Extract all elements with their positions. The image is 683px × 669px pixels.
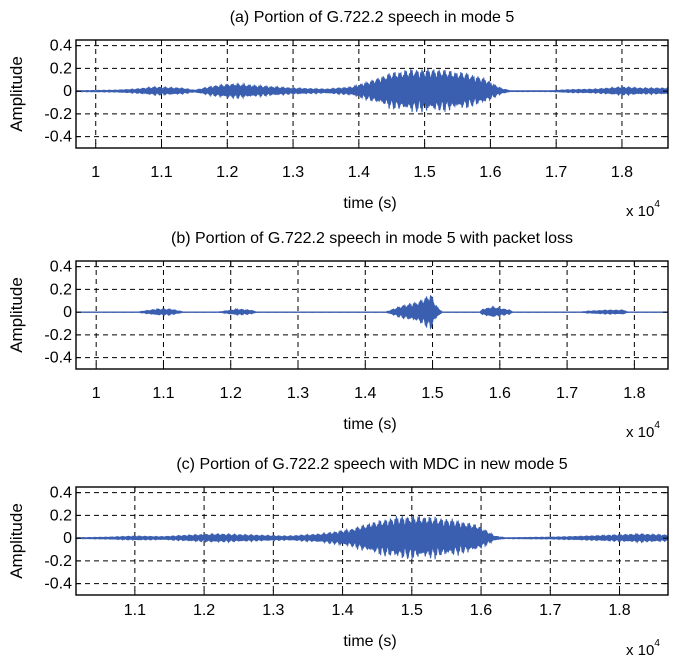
plot-frame xyxy=(75,39,669,149)
x-tick-label: 1.8 xyxy=(611,164,633,181)
x-axis-label: time (s) xyxy=(343,416,396,433)
x-tick-label: 1.1 xyxy=(150,164,172,181)
x-axis-multiplier: x 104 xyxy=(626,420,660,441)
y-tick-label: 0 xyxy=(63,83,72,100)
y-tick-label: 0.4 xyxy=(50,38,72,55)
y-tick-label: 0.4 xyxy=(50,485,72,502)
x-axis-label: time (s) xyxy=(343,633,396,650)
y-tick-label: -0.2 xyxy=(44,327,72,344)
x-tick-label: 1.2 xyxy=(220,385,242,402)
y-tick-label: -0.4 xyxy=(44,350,72,367)
x-tick-label: 1.3 xyxy=(262,602,284,619)
x-tick-label: 1.6 xyxy=(479,164,501,181)
plot-frame xyxy=(75,486,669,596)
x-tick-label: 1.4 xyxy=(354,385,376,402)
y-tick-label: 0.4 xyxy=(50,259,72,276)
chart-title: (b) Portion of G.722.2 speech in mode 5 … xyxy=(171,230,573,247)
chart-title: (a) Portion of G.722.2 speech in mode 5 xyxy=(230,9,515,26)
x-tick-label: 1.5 xyxy=(421,385,443,402)
y-tick-label: -0.4 xyxy=(44,576,72,593)
signal-waveform xyxy=(75,68,669,113)
x-axis-multiplier: x 104 xyxy=(626,638,660,659)
x-tick-label: 1.3 xyxy=(282,164,304,181)
signal-waveform xyxy=(75,515,669,560)
x-tick-label: 1.4 xyxy=(331,602,353,619)
x-tick-label: 1.3 xyxy=(287,385,309,402)
x-tick-label: 1.8 xyxy=(608,602,630,619)
y-axis-label: Amplitude xyxy=(7,277,26,353)
x-tick-label: 1.7 xyxy=(539,602,561,619)
panel-3: (c) Portion of G.722.2 speech with MDC i… xyxy=(7,456,669,659)
x-tick-label: 1.2 xyxy=(193,602,215,619)
y-tick-label: 0.2 xyxy=(50,507,72,524)
y-tick-label: 0 xyxy=(63,530,72,547)
x-axis-multiplier: x 104 xyxy=(626,199,660,220)
x-tick-label: 1.5 xyxy=(401,602,423,619)
panel-2: (b) Portion of G.722.2 speech in mode 5 … xyxy=(7,230,669,441)
x-tick-label: 1.5 xyxy=(413,164,435,181)
y-tick-label: -0.2 xyxy=(44,553,72,570)
y-axis-label: Amplitude xyxy=(7,56,26,132)
x-tick-label: 1 xyxy=(91,164,100,181)
x-tick-label: 1.1 xyxy=(124,602,146,619)
signal-waveform xyxy=(76,294,668,330)
x-tick-label: 1.4 xyxy=(348,164,370,181)
x-tick-label: 1.1 xyxy=(152,385,174,402)
x-tick-label: 1.7 xyxy=(545,164,567,181)
y-axis-label: Amplitude xyxy=(7,503,26,579)
panel-1: (a) Portion of G.722.2 speech in mode 5 1… xyxy=(7,9,669,220)
plot-frame xyxy=(75,260,669,370)
x-axis-label: time (s) xyxy=(343,195,396,212)
chart-title: (c) Portion of G.722.2 speech with MDC i… xyxy=(176,456,567,473)
x-tick-label: 1.2 xyxy=(216,164,238,181)
y-tick-label: -0.4 xyxy=(44,129,72,146)
x-tick-label: 1.6 xyxy=(489,385,511,402)
x-tick-label: 1.6 xyxy=(470,602,492,619)
panels: (a) Portion of G.722.2 speech in mode 5 1… xyxy=(7,9,669,659)
y-tick-label: 0.2 xyxy=(50,281,72,298)
y-tick-label: 0 xyxy=(63,304,72,321)
y-tick-label: 0.2 xyxy=(50,60,72,77)
x-tick-label: 1.8 xyxy=(623,385,645,402)
x-tick-label: 1 xyxy=(92,385,101,402)
y-tick-label: -0.2 xyxy=(44,106,72,123)
x-tick-label: 1.7 xyxy=(556,385,578,402)
